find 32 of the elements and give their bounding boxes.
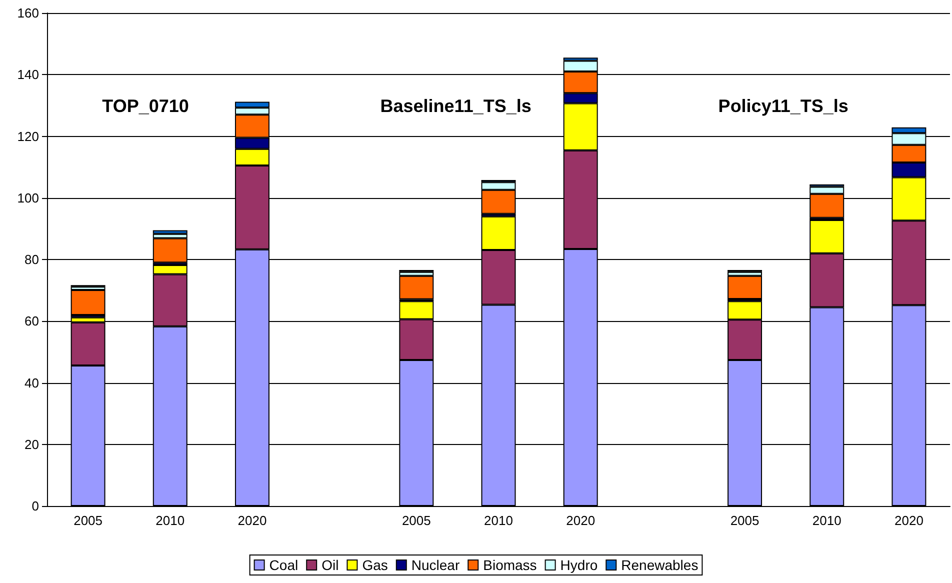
x-tick-label: 2020 bbox=[238, 513, 267, 528]
y-tick-label: 80 bbox=[24, 252, 39, 267]
legend-label: Gas bbox=[362, 557, 388, 573]
legend-label: Coal bbox=[269, 557, 298, 573]
x-tick-label: 2010 bbox=[156, 513, 185, 528]
y-tick-label: 100 bbox=[17, 190, 39, 206]
bar bbox=[70, 290, 106, 315]
legend-label: Renewables bbox=[621, 557, 698, 573]
annotation: Policy11_TS_ls bbox=[718, 96, 848, 116]
legend-label: Hydro bbox=[560, 557, 598, 573]
x-tick-label: 2005 bbox=[730, 513, 760, 528]
legend-label: Nuclear bbox=[411, 557, 460, 573]
y-tick-label: 40 bbox=[24, 375, 39, 390]
bar bbox=[152, 230, 188, 234]
legend-label: Oil bbox=[322, 557, 339, 573]
annotation: Baseline11_TS_ls bbox=[380, 96, 532, 116]
legend-label: Biomass bbox=[483, 557, 537, 573]
y-tick-label: 60 bbox=[24, 314, 39, 329]
bar bbox=[728, 276, 762, 299]
y-tick-label: 140 bbox=[17, 67, 39, 82]
x-tick-label: 2005 bbox=[74, 513, 103, 528]
x-tick-label: 2020 bbox=[566, 513, 596, 528]
y-tick-label: 120 bbox=[17, 128, 39, 144]
x-tick-label: 2005 bbox=[402, 513, 431, 528]
x-tick-label: 2010 bbox=[484, 513, 513, 528]
x-tick-label: 2010 bbox=[812, 513, 842, 528]
bar bbox=[399, 276, 434, 300]
annotation: TOP_0710 bbox=[102, 96, 189, 116]
x-tick-label: 2020 bbox=[894, 513, 924, 528]
y-tick-label: 160 bbox=[17, 6, 39, 20]
y-tick-label: 20 bbox=[24, 436, 39, 452]
y-tick-label: 0 bbox=[32, 498, 39, 514]
